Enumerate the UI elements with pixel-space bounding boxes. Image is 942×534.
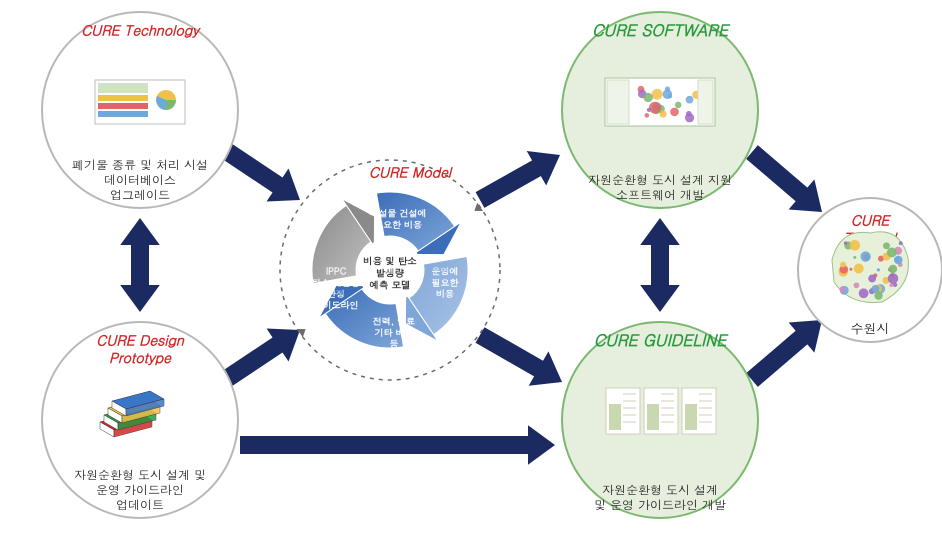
svg-text:등: 등 <box>390 337 399 350</box>
arrow-tech-proto <box>120 218 160 312</box>
svg-text:CURE GUIDELINE: CURE GUIDELINE <box>594 328 730 351</box>
node-software-title: CURE SOFTWARE <box>592 18 731 41</box>
node-tech-thumbnail <box>95 80 185 124</box>
node-testbed-thumbnail <box>832 232 908 303</box>
node-software-thumbnail <box>605 78 715 126</box>
node-tech: CURE Technology폐기물 종류 및 처리 시설데이터베이스업그레이드 <box>42 12 238 208</box>
node-model-title: CURE Model <box>369 162 453 182</box>
svg-text:비용: 비용 <box>436 287 454 300</box>
svg-text:CURE SOFTWARE: CURE SOFTWARE <box>592 18 731 41</box>
svg-text:소프트웨어 개발: 소프트웨어 개발 <box>616 187 704 204</box>
node-proto: CURE DesignPrototype자원순환형 도시 설계 및운영 가이드라… <box>42 322 238 518</box>
node-model: CURE Model비용 및 탄소발생량예측 모델시설물 건설에필요한 비용운영… <box>280 160 500 380</box>
arrow-model-guideline <box>476 327 562 386</box>
node-testbed: CURETestbed수원시 <box>798 198 942 342</box>
arrow-proto-guideline <box>240 425 555 465</box>
node-software-caption: 자원순환형 도시 설계 지원소프트웨어 개발 <box>588 172 732 204</box>
svg-text:및 운영 가이드라인 개발: 및 운영 가이드라인 개발 <box>594 497 726 514</box>
node-testbed-caption: 수원시 <box>851 319 890 338</box>
node-guideline-thumbnail <box>606 388 716 434</box>
svg-text:업그레이드: 업그레이드 <box>110 187 170 204</box>
arrow-model-software <box>476 151 560 208</box>
svg-text:Prototype: Prototype <box>109 347 172 367</box>
arrow-proto-model <box>220 329 300 388</box>
model-seg_top: 시설물 건설에필요한 비용 <box>369 207 426 231</box>
node-guideline-title: CURE GUIDELINE <box>594 328 730 351</box>
arrow-software-testbed <box>746 145 822 212</box>
svg-text:가이드라인: 가이드라인 <box>314 298 359 311</box>
node-software: CURE SOFTWARE 자원순환형 도시 설계 지원소프트웨어 개발 <box>562 12 758 208</box>
arrow-guideline-testbed <box>746 320 822 387</box>
svg-text:업데이트: 업데이트 <box>116 497 164 514</box>
node-guideline: CURE GUIDELINE 자원순환형 도시 설계및 운영 가이드라인 개발 <box>562 322 758 518</box>
svg-text:예측 모델: 예측 모델 <box>369 277 410 291</box>
svg-text:CURE Model: CURE Model <box>369 162 453 182</box>
svg-text:수원시: 수원시 <box>851 319 890 338</box>
svg-text:CURE Technology: CURE Technology <box>81 20 201 40</box>
node-guideline-caption: 자원순환형 도시 설계및 운영 가이드라인 개발 <box>594 482 726 514</box>
node-tech-title: CURE Technology <box>81 20 201 40</box>
svg-text:필요한 비용: 필요한 비용 <box>374 218 422 231</box>
arrow-tech-model <box>220 143 300 202</box>
arrow-software-guideline <box>640 218 680 312</box>
